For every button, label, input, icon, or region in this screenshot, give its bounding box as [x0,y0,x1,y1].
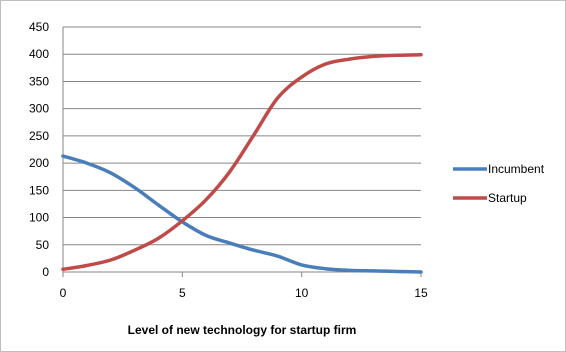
gridlines [63,26,421,273]
series-lines [61,53,423,274]
y-tick-label: 250 [29,129,49,143]
series-line-startup [61,53,423,272]
y-tick-label: 300 [29,102,49,116]
legend-label-startup: Startup [488,191,527,205]
legend: Incumbent Startup [453,162,545,205]
y-tick-label: 150 [29,183,49,197]
y-tick-label: 350 [29,74,49,88]
x-axis-label: Level of new technology for startup firm [128,323,357,337]
y-tick-label: 450 [29,20,49,34]
y-tick-label: 400 [29,47,49,61]
x-tick-label: 15 [414,286,428,300]
x-tick-label: 5 [179,286,186,300]
y-tick-label: 200 [29,156,49,170]
x-tick-label: 10 [295,286,309,300]
legend-label-incumbent: Incumbent [488,162,545,176]
y-tick-label: 100 [29,211,49,225]
axes: 0 50 100 150 200 250 300 350 400 450 0 5 10 15 [29,20,428,300]
y-tick-label: 0 [42,265,49,279]
y-tick-label: 50 [36,238,50,252]
series-line-incumbent [61,154,423,274]
x-tick-label: 0 [60,286,67,300]
